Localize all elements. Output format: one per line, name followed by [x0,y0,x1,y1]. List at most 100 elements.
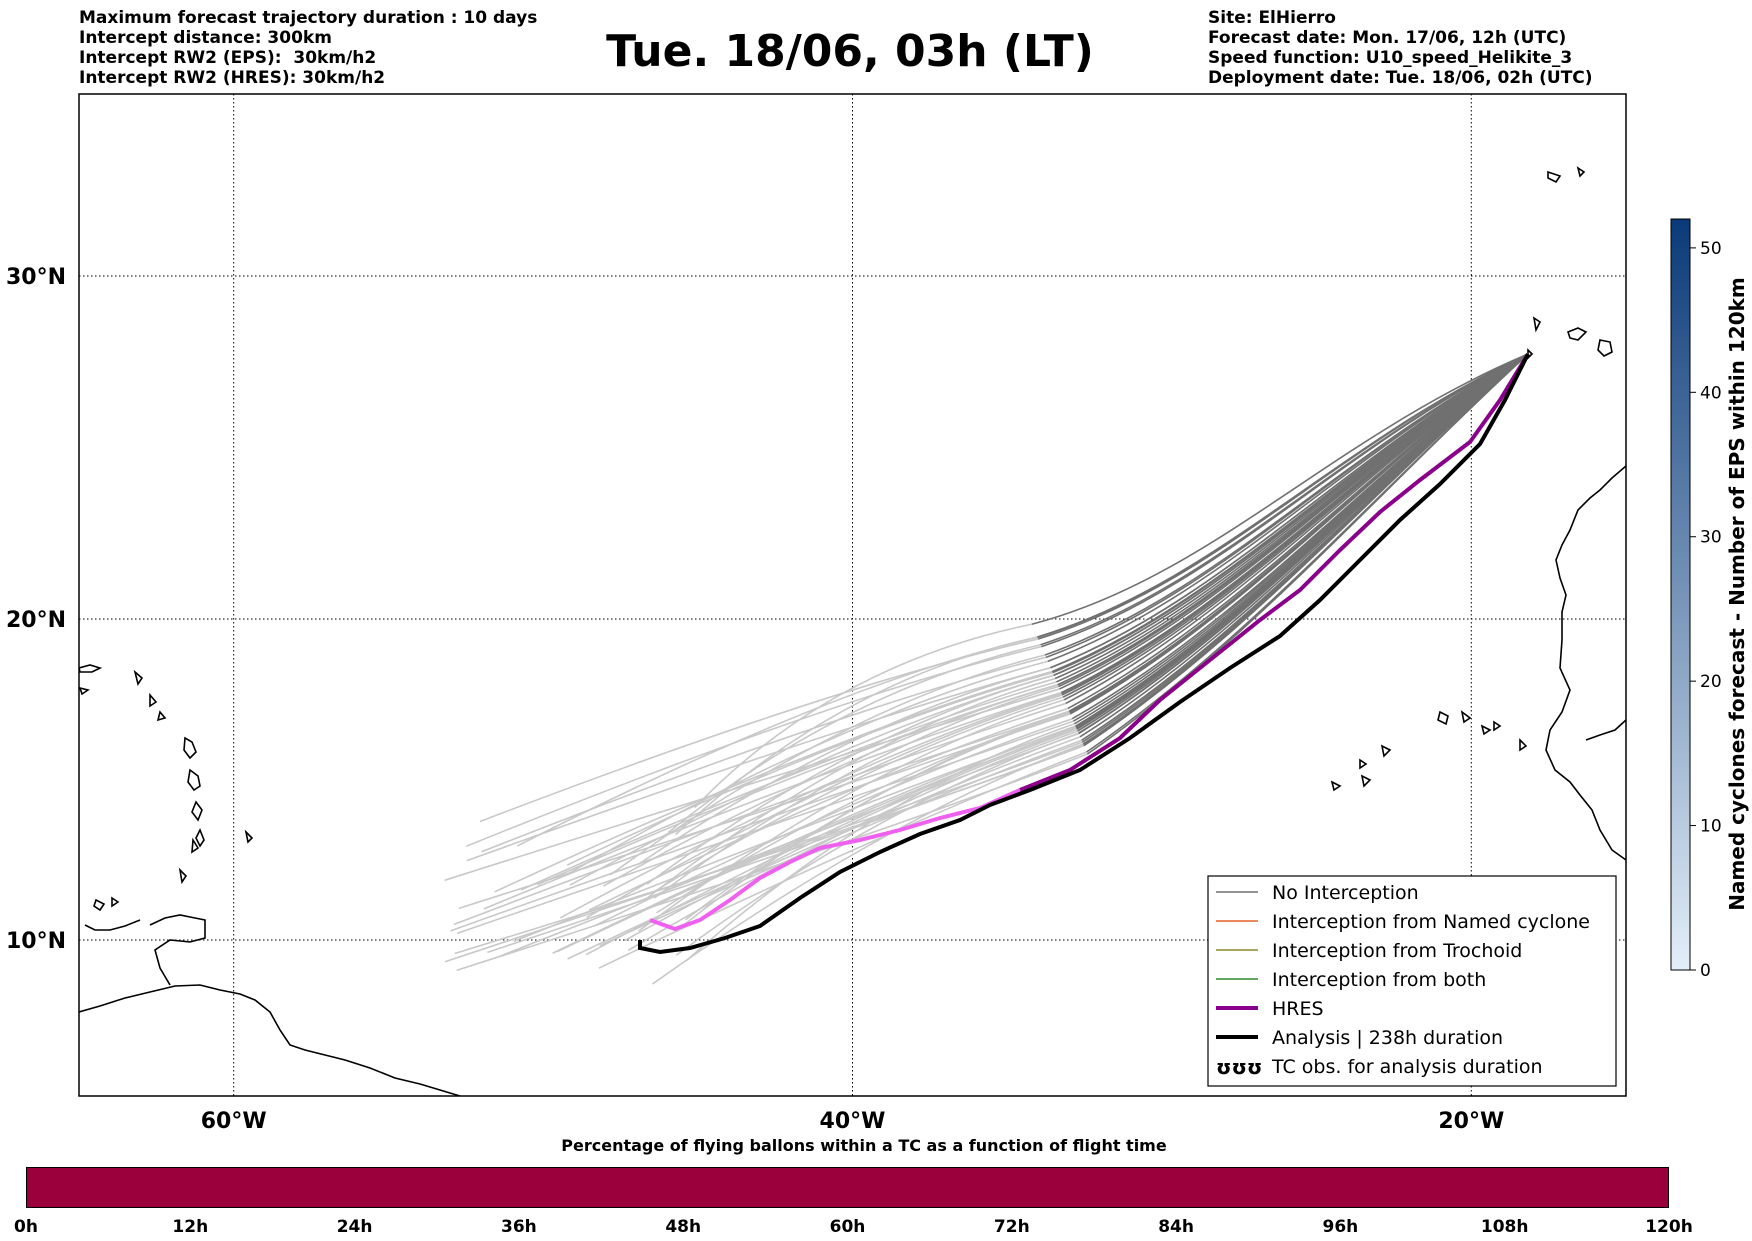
eps-trajectory-far [466,645,1042,847]
eps-trajectory-far [564,660,1048,877]
legend-label: Interception from both [1272,969,1486,991]
flight-bar-tick-label: 60h [830,1217,866,1237]
eps-trajectory-far [651,696,1064,894]
hres-far [649,788,1021,932]
flight-bar-tick-label: 120h [1645,1217,1693,1237]
flight-bar-tick-label: 12h [172,1217,208,1237]
colorbar-tick-label: 50 [1700,239,1722,259]
colorbar-fill [1670,218,1691,971]
coastline-segment [79,686,90,696]
lat-label: 10°N [6,929,66,954]
eps-trajectory-near [1053,353,1529,677]
flight-bar-tick-label: 72h [994,1217,1030,1237]
flight-bar-tick-label: 48h [665,1217,701,1237]
coastline-segment [1597,339,1613,357]
flight-bar-tick-label: 108h [1481,1217,1529,1237]
lat-label: 20°N [6,608,66,633]
coastline-segment [1532,316,1542,333]
legend-label: HRES [1272,998,1324,1020]
coastline-segment [1545,465,1626,861]
map-frame [78,93,1627,1097]
coastline-segment [1437,710,1449,726]
coastline-segment [1576,166,1586,178]
lat-label: 30°N [6,265,66,290]
flight-bar-tick-label: 96h [1323,1217,1359,1237]
eps-trajectory-far [599,739,1082,947]
flight-bar-tick-label: 24h [337,1217,373,1237]
eps-cyclone-colorbar: 0 10 20 30 40 50 Named cyclones forecast - Nu… [1670,218,1749,981]
eps-trajectory-far [556,727,1077,953]
eps-trajectories-far [444,623,1088,985]
eps-trajectory-far [479,638,1039,823]
eps-trajectory-far [627,730,1078,952]
eps-trajectory-near [1060,353,1529,694]
coastline-segment [149,692,158,708]
flight-bar [26,1167,1669,1208]
eps-trajectory-near [1075,353,1529,729]
eps-trajectory-far [500,732,1079,957]
flight-bar-tick-label: 36h [501,1217,537,1237]
coastline-segment [1380,744,1392,758]
header-line: Intercept RW2 (EPS): 30km/h2 [79,48,377,68]
eps-trajectory-far [483,691,1062,910]
lon-label: 20°W [1438,1109,1504,1134]
eps-trajectory-far [537,683,1058,886]
eps-trajectory-far [637,666,1051,865]
coastline-segment [1360,774,1372,788]
coastline-segment [1480,724,1492,736]
flight-bar-title: Percentage of flying ballons within a TC… [561,1136,1167,1155]
coastline-segment [195,828,205,848]
eps-trajectory-far [638,699,1065,932]
hres-near [1019,352,1530,792]
coastline-segment [84,919,141,931]
eps-trajectory-near [1051,353,1529,673]
eps-trajectory-far [609,654,1046,876]
flight-bar-tick-label: 0h [14,1217,38,1237]
legend-item: Analysis | 238h duration [1216,1027,1503,1049]
eps-trajectory-near [1045,353,1529,659]
eps-trajectory-far [566,671,1053,866]
legend-label: No Interception [1272,882,1419,904]
eps-trajectory-far [494,670,1053,893]
eps-trajectory-near [1078,353,1529,735]
flight-bar-tick-label: 84h [1158,1217,1194,1237]
header-line: Forecast date: Mon. 17/06, 12h (UTC) [1208,28,1567,48]
coastline-segment [133,669,144,686]
coastline-segment [191,837,200,854]
coastline-segment [79,664,103,673]
eps-trajectory-far [694,623,1032,809]
eps-trajectories-near [1031,353,1529,755]
eps-trajectory-far [454,744,1085,955]
coastline-segment [1585,719,1626,741]
analysis-track [638,353,1530,955]
coastline-segment [178,867,188,885]
lon-label: 60°W [201,1109,267,1134]
hres-track [649,352,1530,932]
eps-trajectory-far [456,720,1074,935]
eps-trajectory-far [588,707,1069,911]
legend-label: Interception from Trochoid [1272,940,1522,962]
header-line: Intercept RW2 (HRES): 30km/h2 [79,68,386,88]
coastline-segment [156,710,167,722]
coastline-segment [187,768,201,792]
coastline-segment [1460,710,1472,724]
header-line: Site: ElHierro [1208,8,1336,28]
header-line: Intercept distance: 300km [79,28,332,48]
colorbar-tick-label: 20 [1700,672,1722,692]
eps-trajectory-near [1041,353,1529,648]
eps-trajectory-far [676,710,1070,932]
eps-trajectory-near [1071,353,1529,720]
tc-obs-symbol-icon: ʊʊʊ [1216,1055,1262,1079]
coastline-segment [183,736,197,760]
eps-trajectory-far [481,656,1047,853]
legend-item: HRES [1216,998,1324,1020]
legend-label: Interception from Named cyclone [1272,911,1590,933]
coastline-segment [79,984,461,1096]
longitude-labels: 60°W 40°W 20°W [201,1109,1504,1134]
header-line: Speed function: U10_speed_Helikite_3 [1208,48,1573,68]
eps-trajectory-far [444,741,1083,963]
latitude-labels: 30°N 20°N 10°N [6,265,66,954]
flight-bar-ticks: 0h 12h 24h 36h 48h 60h 72h 84h 96h 108h 120h [14,1217,1693,1237]
coastline-segment [1359,758,1368,770]
header-left-info: Maximum forecast trajectory duration : 1… [79,8,537,88]
